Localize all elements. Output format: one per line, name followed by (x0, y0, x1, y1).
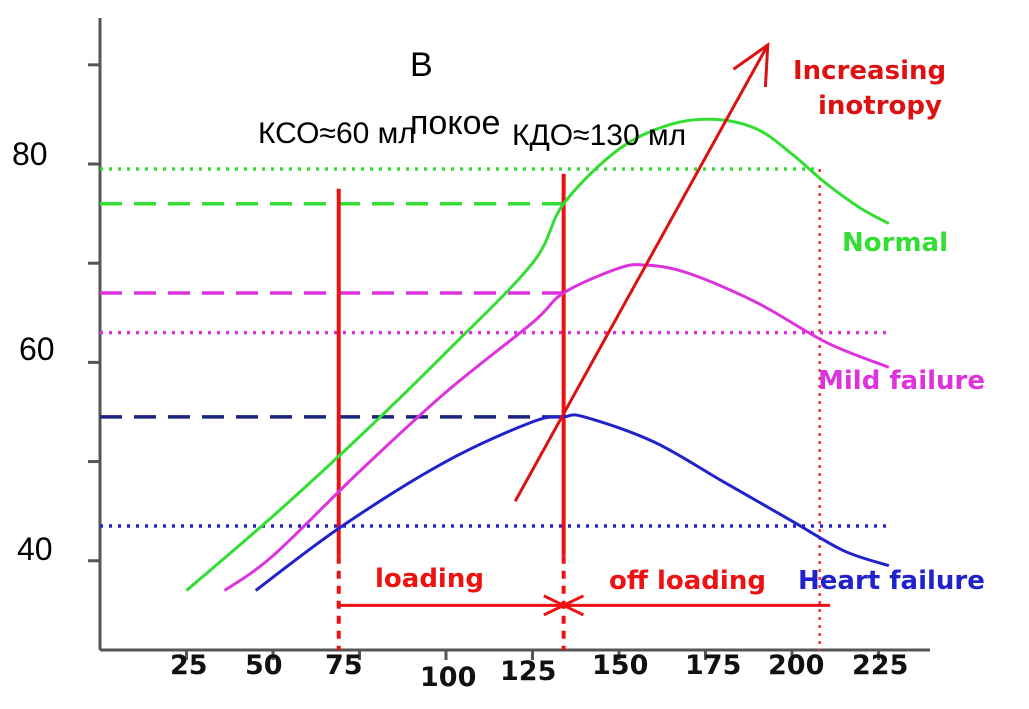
annotation-v: В (410, 46, 433, 84)
x-tick-label-100: 100 (420, 662, 477, 693)
annotation-kdo: КДО≈130 мл (512, 119, 687, 152)
annotation-kso: КСО≈60 мл (258, 117, 416, 150)
y-tick-label-60: 60 (19, 331, 55, 367)
series-line-normal (185, 117, 890, 592)
inotropy-arrow (513, 44, 770, 502)
label-inotropy: inotropy (818, 91, 942, 121)
series-line-heart-failure (254, 413, 890, 592)
annotation-pokoe: покое (410, 104, 501, 142)
label-increasing: Increasing (793, 56, 947, 86)
x-tick-label-175: 175 (685, 650, 742, 681)
x-tick-label-150: 150 (592, 650, 649, 681)
x-tick-label-125: 125 (500, 656, 557, 687)
series-line-mild-failure (223, 263, 890, 592)
legend-label-mild-failure: Mild failure (818, 366, 986, 396)
off-loading-arrow-head (560, 594, 585, 617)
legend-label-heart-failure: Heart failure (798, 566, 985, 596)
label-loading: loading (375, 564, 484, 594)
y-tick-label-80: 80 (12, 136, 48, 172)
x-tick-label-25: 25 (170, 650, 208, 681)
x-tick-label-50: 50 (245, 650, 283, 681)
x-tick-label-225: 225 (852, 650, 909, 681)
legend-label-normal: Normal (842, 228, 948, 258)
label-off-loading: off loading (609, 566, 766, 596)
y-tick-label-40: 40 (17, 531, 53, 567)
inotropy-arrow-head (732, 41, 770, 88)
x-tick-label-75: 75 (325, 650, 363, 681)
x-tick-label-200: 200 (768, 650, 825, 681)
